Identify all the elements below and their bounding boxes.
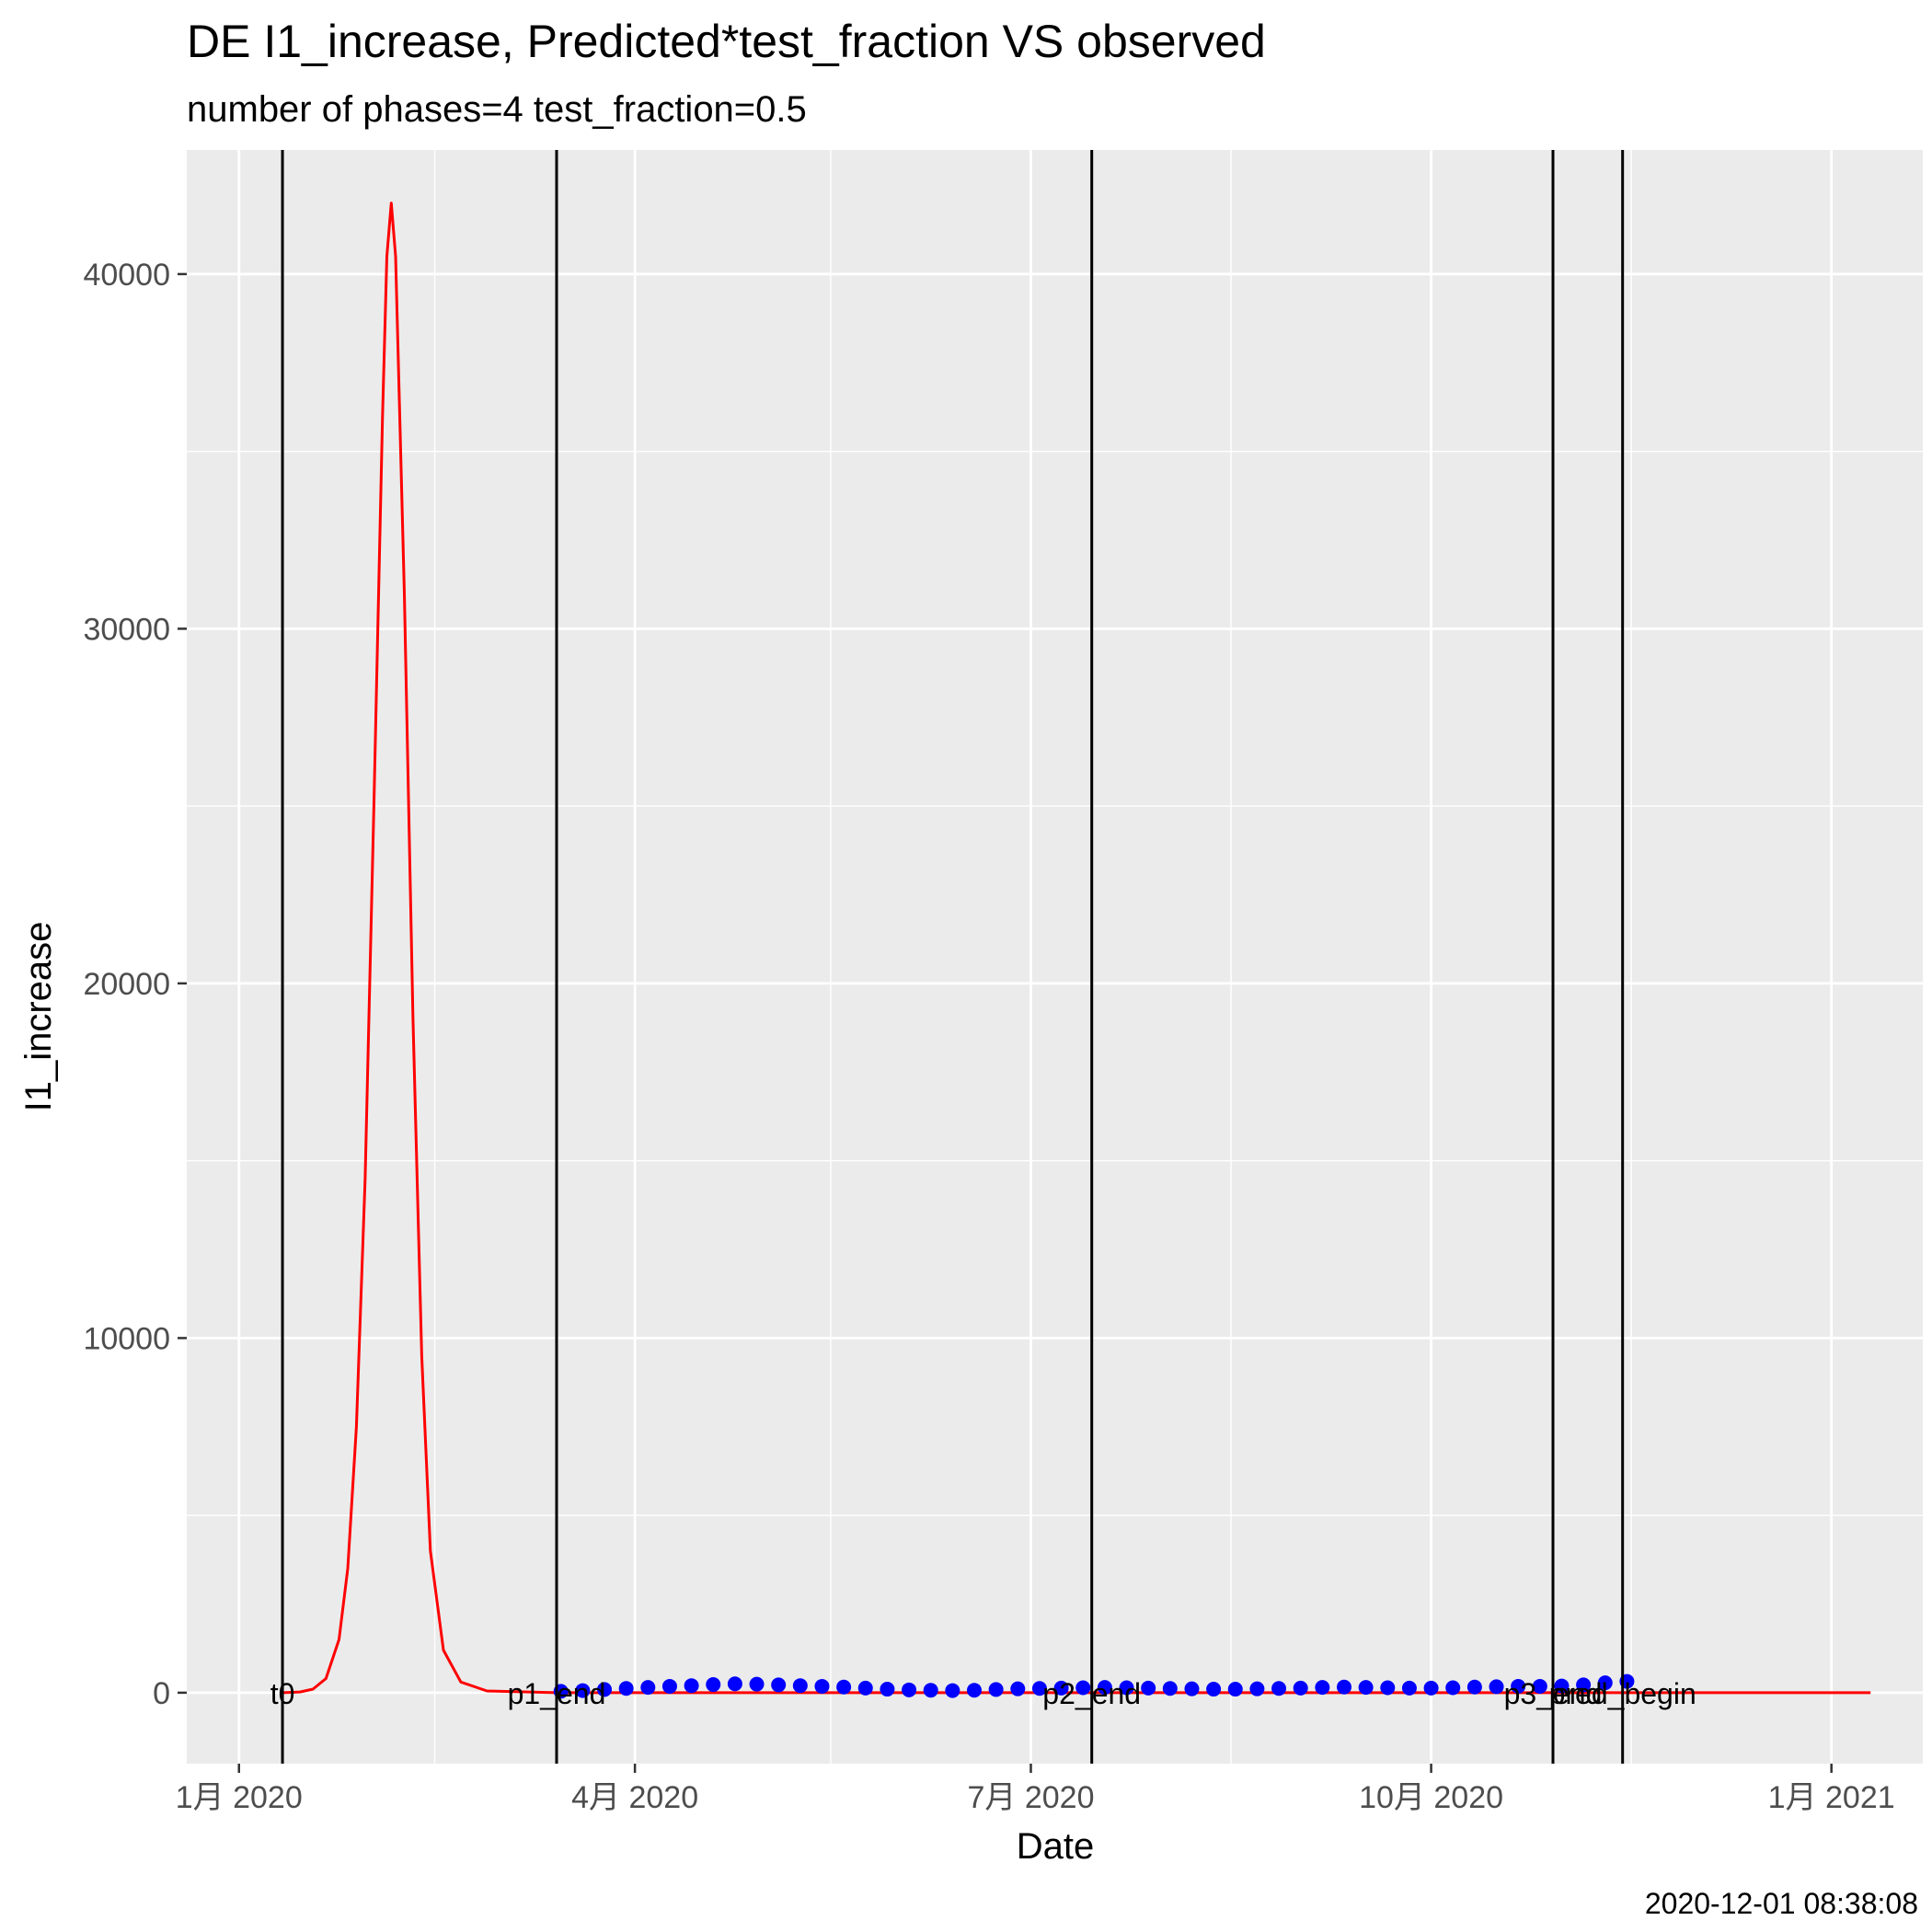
observed-point — [902, 1682, 917, 1697]
observed-point — [1358, 1680, 1374, 1696]
observed-point — [1097, 1680, 1112, 1696]
observed-point — [1423, 1680, 1439, 1696]
observed-point — [1532, 1678, 1547, 1694]
observed-point — [945, 1683, 960, 1698]
observed-point — [1053, 1680, 1069, 1696]
observed-point — [1380, 1680, 1396, 1696]
observed-point — [1466, 1679, 1482, 1695]
x-tick-label: 4月 2020 — [571, 1780, 698, 1815]
chart-title: DE I1_increase, Predicted*test_fraction … — [187, 16, 1266, 67]
phase-line-label: pred_begin — [1549, 1677, 1696, 1710]
phase-line-label: p3_end — [1504, 1677, 1603, 1710]
observed-point — [1249, 1681, 1265, 1696]
observed-point — [1206, 1682, 1222, 1697]
observed-point — [1597, 1675, 1613, 1691]
observed-point — [1315, 1680, 1330, 1696]
y-axis: 0 10000 20000 30000 40000 — [83, 258, 187, 1711]
y-axis-label: I1_increase — [18, 922, 59, 1112]
observed-point — [1075, 1680, 1091, 1696]
observed-point — [749, 1676, 765, 1692]
chart-caption: 2020-12-01 08:38:08 — [1645, 1887, 1918, 1920]
observed-point — [1271, 1681, 1287, 1696]
x-tick-label: 1月 2020 — [176, 1780, 303, 1815]
y-axis-title: I1_increase — [18, 922, 59, 1112]
observed-point — [1184, 1681, 1200, 1696]
observed-point — [684, 1678, 699, 1694]
plot-panel — [187, 150, 1923, 1764]
observed-point — [1227, 1682, 1243, 1697]
observed-point — [1010, 1681, 1026, 1696]
observed-point — [1337, 1679, 1351, 1695]
observed-point — [857, 1680, 873, 1696]
phase-line-label: t0 — [270, 1677, 295, 1710]
observed-point — [1511, 1678, 1526, 1694]
observed-point — [1489, 1679, 1504, 1695]
observed-point — [988, 1682, 1004, 1697]
observed-point — [1031, 1681, 1047, 1696]
observed-point — [1162, 1681, 1178, 1696]
observed-point — [597, 1682, 613, 1697]
observed-point — [1554, 1678, 1570, 1694]
y-tick-label: 20000 — [83, 967, 170, 1002]
observed-point — [1293, 1680, 1308, 1696]
x-tick-label: 1月 2021 — [1768, 1780, 1895, 1815]
observed-point — [575, 1683, 591, 1698]
observed-point — [771, 1677, 787, 1693]
x-axis: 1月 2020 4月 2020 7月 2020 10月 2020 1月 2021 — [176, 1764, 1895, 1815]
observed-point — [1119, 1680, 1134, 1696]
observed-point — [640, 1680, 656, 1696]
observed-point — [1445, 1680, 1461, 1696]
observed-point — [814, 1678, 830, 1694]
observed-point — [661, 1678, 677, 1694]
y-tick-label: 0 — [153, 1676, 170, 1711]
observed-point — [967, 1683, 983, 1698]
phase-line-label: p2_end — [1042, 1677, 1141, 1710]
x-axis-label: Date — [1017, 1826, 1095, 1867]
observed-point — [1141, 1680, 1156, 1696]
y-tick-label: 30000 — [83, 612, 170, 647]
observed-point — [792, 1678, 808, 1694]
x-tick-label: 7月 2020 — [967, 1780, 1094, 1815]
minor-gridlines — [187, 150, 1923, 1764]
observed-point — [706, 1677, 721, 1693]
observed-point — [1576, 1677, 1592, 1693]
chart-subtitle: number of phases=4 test_fraction=0.5 — [187, 89, 807, 130]
observed-point — [727, 1676, 742, 1692]
observed-point — [880, 1682, 895, 1697]
x-tick-label: 10月 2020 — [1359, 1780, 1503, 1815]
phase-line-label: p1_end — [508, 1677, 606, 1710]
y-tick-label: 10000 — [83, 1321, 170, 1356]
observed-point — [923, 1683, 938, 1698]
observed-point — [618, 1681, 634, 1696]
y-tick-label: 40000 — [83, 258, 170, 293]
observed-point — [1401, 1680, 1417, 1696]
observed-point — [836, 1679, 852, 1695]
